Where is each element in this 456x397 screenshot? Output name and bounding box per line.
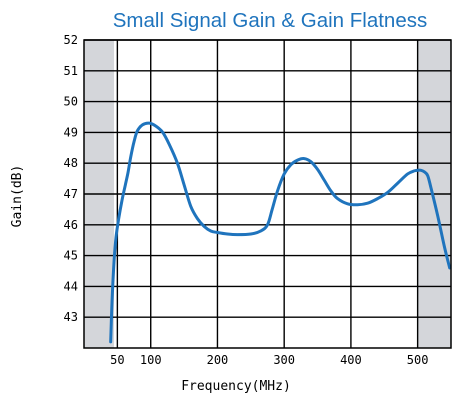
chart-title: Small Signal Gain & Gain Flatness (113, 9, 427, 32)
x-axis-label: Frequency(MHz) (181, 379, 291, 394)
y-axis-label: Gain(dB) (10, 165, 25, 228)
series-line-0 (109, 121, 452, 344)
x-tick-label: 500 (407, 353, 429, 367)
grid-lines (84, 39, 451, 348)
x-tick-label: 300 (273, 353, 295, 367)
x-tick-label: 200 (207, 353, 229, 367)
y-tick-label: 52 (64, 33, 78, 47)
y-tick-label: 51 (64, 64, 78, 78)
y-tick-label: 50 (64, 95, 78, 109)
x-tick-label: 400 (340, 353, 362, 367)
y-tick-label: 47 (64, 187, 78, 201)
y-tick-label: 49 (64, 125, 78, 139)
y-tick-label: 48 (64, 156, 78, 170)
y-tick-label: 46 (64, 218, 78, 232)
y-tick-label: 43 (64, 310, 78, 324)
x-tick-labels: 50 100 200 300 400 500 (110, 353, 428, 367)
y-tick-label: 45 (64, 249, 78, 263)
series-layer (109, 121, 452, 344)
y-tick-label: 44 (64, 279, 78, 293)
x-tick-label: 50 (110, 353, 124, 367)
y-tick-labels: 43 44 45 46 47 48 49 50 51 52 (64, 33, 78, 324)
x-tick-label: 100 (140, 353, 162, 367)
plot-frame (83, 39, 452, 349)
